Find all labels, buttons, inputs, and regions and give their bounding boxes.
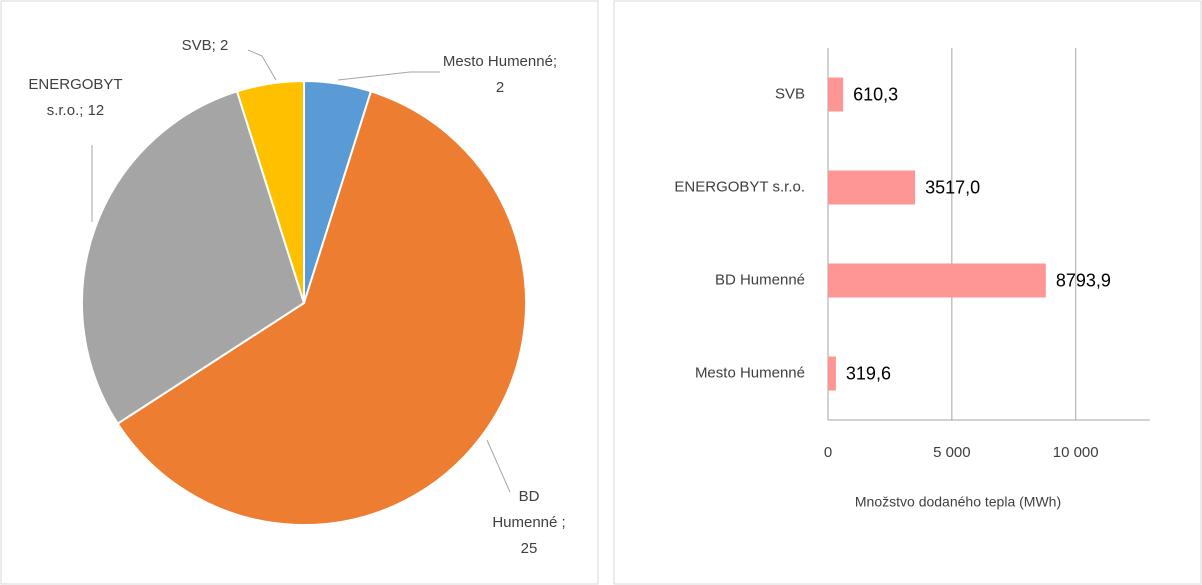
bar	[828, 356, 836, 391]
pie-slice	[116, 90, 527, 526]
y-tick-label: BD Humenné	[715, 271, 805, 288]
slice-label: BD Humenné ; 25	[492, 488, 566, 557]
leader-line	[486, 439, 511, 493]
value-label: 8793,9	[1056, 270, 1111, 290]
y-tick-label: SVB	[775, 85, 805, 102]
y-tick-label: Mesto Humenné	[695, 364, 805, 381]
bar	[828, 263, 1046, 298]
y-tick-label: ENERGOBYT s.r.o.	[674, 178, 805, 195]
bar	[828, 170, 916, 205]
bar-panel	[613, 0, 1202, 585]
pie-slice	[235, 79, 305, 304]
bar	[828, 77, 844, 112]
leader-line	[337, 71, 440, 81]
x-tick-label: 5 000	[933, 444, 971, 461]
slice-label: SVB; 2	[181, 37, 229, 54]
pie-panel	[0, 0, 599, 585]
pie-slice	[81, 90, 306, 426]
value-label: 319,6	[846, 363, 891, 383]
slice-label: ENERGOBYT s.r.o.; 12	[28, 76, 123, 119]
value-label: 610,3	[853, 84, 898, 104]
value-label: 3517,0	[925, 177, 980, 197]
x-axis-title: Množstvo dodaného tepla (MWh)	[855, 494, 1061, 510]
x-tick-label: 0	[824, 444, 832, 461]
slice-label: Mesto Humenné; 2	[442, 53, 558, 96]
x-tick-label: 10 000	[1053, 444, 1099, 461]
leader-line	[247, 49, 277, 81]
